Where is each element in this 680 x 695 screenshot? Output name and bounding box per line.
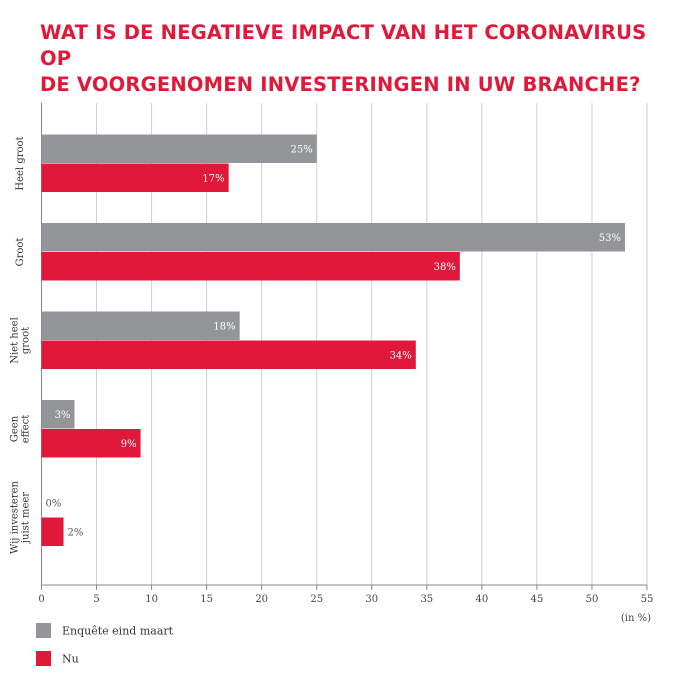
x-tick-label: 50 bbox=[586, 594, 599, 605]
x-axis-unit: (in %) bbox=[621, 613, 651, 624]
bar bbox=[41, 400, 75, 429]
category-label: Niet heel bbox=[10, 317, 21, 364]
chart-title: WAT IS DE NEGATIEVE IMPACT VAN HET CORON… bbox=[40, 20, 660, 98]
chart-title-line-1: WAT IS DE NEGATIEVE IMPACT VAN HET CORON… bbox=[40, 21, 647, 70]
bar bbox=[41, 340, 416, 369]
bar-value-label: 25% bbox=[290, 145, 312, 156]
legend-label: Nu bbox=[62, 653, 79, 666]
bar-value-label: 2% bbox=[68, 528, 84, 539]
bar-value-label: 53% bbox=[599, 233, 621, 244]
category-label: Geen bbox=[10, 415, 21, 442]
x-tick-label: 10 bbox=[145, 594, 158, 605]
category-label: juist meer bbox=[21, 492, 32, 544]
x-tick-label: 15 bbox=[200, 594, 213, 605]
x-tick-label: 30 bbox=[365, 594, 378, 605]
bar bbox=[41, 223, 625, 252]
legend-label: Enquête eind maart bbox=[62, 625, 174, 638]
bar-value-label: 18% bbox=[213, 322, 235, 333]
bar bbox=[41, 252, 460, 281]
x-tick-label: 55 bbox=[641, 594, 654, 605]
category-label: effect bbox=[21, 415, 32, 444]
category-label: groot bbox=[21, 327, 32, 354]
bar bbox=[41, 517, 64, 546]
category-label: Groot bbox=[15, 238, 26, 267]
bar bbox=[41, 163, 229, 192]
legend-swatch bbox=[36, 651, 51, 666]
legend-swatch bbox=[36, 623, 51, 638]
bar-value-label: 17% bbox=[202, 174, 224, 185]
x-tick-label: 25 bbox=[310, 594, 323, 605]
bar-value-label: 38% bbox=[434, 262, 456, 273]
bar-value-label: 34% bbox=[390, 351, 412, 362]
x-tick-label: 20 bbox=[255, 594, 268, 605]
bar-value-label: 3% bbox=[55, 410, 71, 421]
category-label: Wij investeren bbox=[10, 480, 21, 554]
chart-title-line-2: DE VOORGENOMEN INVESTERINGEN IN UW BRANC… bbox=[40, 73, 641, 96]
x-tick-label: 40 bbox=[475, 594, 488, 605]
x-tick-label: 0 bbox=[38, 594, 44, 605]
bar-value-label: 0% bbox=[46, 499, 62, 510]
category-label: Heel groot bbox=[15, 136, 26, 190]
x-tick-label: 5 bbox=[93, 594, 99, 605]
bar bbox=[41, 134, 317, 163]
bar-value-label: 9% bbox=[121, 439, 137, 450]
bar bbox=[41, 311, 240, 340]
x-tick-label: 45 bbox=[531, 594, 544, 605]
x-tick-label: 35 bbox=[420, 594, 433, 605]
bar bbox=[41, 429, 141, 458]
